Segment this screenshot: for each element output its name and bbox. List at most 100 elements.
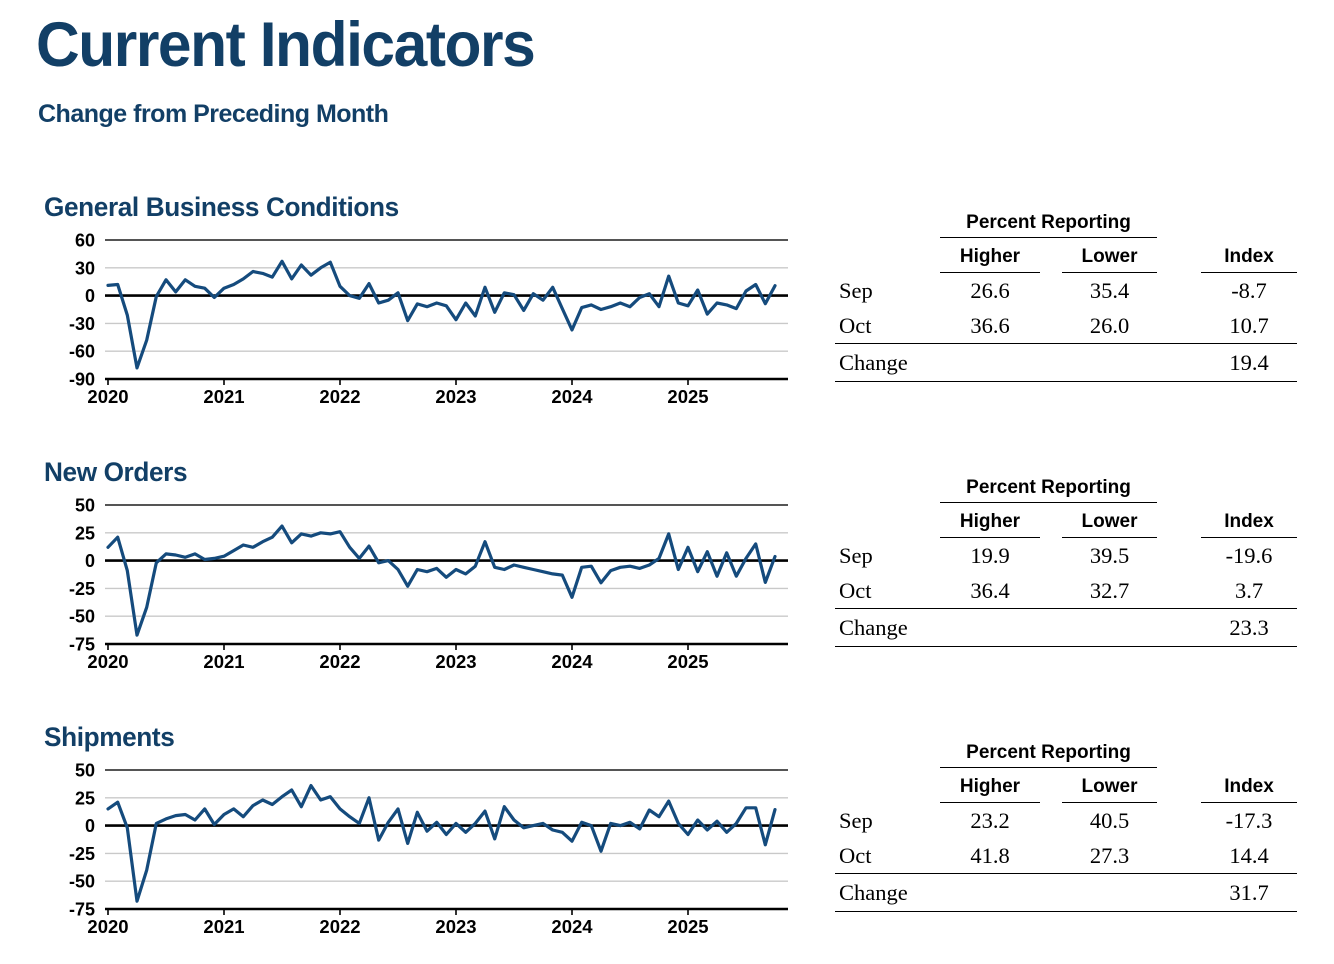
x-axis-year-label: 2024	[551, 916, 593, 937]
cell-higher: 36.4	[970, 578, 1010, 603]
cell-higher: 36.6	[970, 313, 1010, 338]
y-axis-tick-label: -75	[69, 635, 95, 655]
y-axis-tick-label: 0	[85, 286, 95, 306]
x-axis-year-label: 2023	[435, 386, 476, 407]
x-axis-year-label: 2022	[319, 386, 360, 407]
cell-index: 3.7	[1234, 578, 1264, 603]
column-header-index: Index	[1201, 511, 1297, 538]
table-row-oct: Oct 36.6 26.0 10.7	[835, 309, 1297, 344]
cell-index: 10.7	[1229, 313, 1269, 338]
table-row-change: Change 31.7	[835, 874, 1297, 912]
column-header-lower: Lower	[1062, 511, 1157, 538]
cell-higher: 26.6	[970, 278, 1010, 303]
table-row-sep: Sep 19.9 39.5 -19.6	[835, 538, 1297, 574]
cell-index: 31.7	[1229, 879, 1269, 905]
y-axis-tick-label: 25	[75, 788, 95, 808]
y-axis-tick-label: -60	[69, 342, 95, 362]
x-axis-year-label: 2025	[667, 916, 708, 937]
cell-higher: 19.9	[970, 543, 1010, 568]
x-axis-year-label: 2020	[87, 651, 128, 672]
cell-index: 19.4	[1229, 349, 1269, 375]
table-row-oct: Oct 41.8 27.3 14.4	[835, 839, 1297, 874]
x-axis-year-label: 2021	[203, 651, 244, 672]
data-series-line	[106, 784, 777, 903]
y-axis-tick-label: 60	[75, 231, 95, 251]
y-axis-tick-label: -25	[69, 579, 95, 599]
data-series-line	[106, 524, 777, 637]
table-column-header-row: Higher Lower Index	[835, 238, 1297, 273]
column-header-higher: Higher	[940, 511, 1040, 538]
x-axis-year-label: 2022	[319, 916, 360, 937]
column-header-index: Index	[1201, 246, 1297, 273]
y-axis-tick-label: 50	[75, 761, 95, 781]
x-axis-year-label: 2020	[87, 916, 128, 937]
table-column-header-row: Higher Lower Index	[835, 503, 1297, 538]
table-shipments: Percent Reporting Higher Lower Index Sep…	[835, 740, 1297, 912]
column-header-index: Index	[1201, 776, 1297, 803]
y-axis-tick-label: 30	[75, 258, 95, 278]
row-label: Change	[839, 349, 908, 375]
x-axis-year-label: 2023	[435, 651, 476, 672]
row-label: Oct	[839, 578, 872, 603]
table-row-sep: Sep 23.2 40.5 -17.3	[835, 803, 1297, 839]
x-axis-year-label: 2022	[319, 651, 360, 672]
page-subtitle: Change from Preceding Month	[38, 100, 389, 128]
cell-higher: 23.2	[970, 808, 1010, 833]
y-axis-tick-label: -50	[69, 607, 95, 627]
table-row-oct: Oct 36.4 32.7 3.7	[835, 574, 1297, 609]
section-title-general-business-conditions: General Business Conditions	[44, 192, 399, 222]
column-header-higher: Higher	[940, 246, 1040, 273]
row-label: Sep	[839, 808, 873, 833]
cell-lower: 27.3	[1089, 843, 1130, 868]
table-row-change: Change 19.4	[835, 344, 1297, 382]
y-axis-tick-label: -25	[69, 844, 95, 864]
cell-lower: 32.7	[1089, 578, 1130, 603]
row-label: Sep	[839, 543, 873, 568]
x-axis-year-label: 2021	[203, 386, 244, 407]
cell-lower: 26.0	[1089, 313, 1130, 338]
cell-higher: 41.8	[970, 843, 1010, 868]
column-header-lower: Lower	[1062, 246, 1157, 273]
section-title-new-orders: New Orders	[44, 457, 188, 487]
row-label: Sep	[839, 278, 873, 303]
row-label: Change	[839, 879, 908, 905]
column-header-lower: Lower	[1062, 776, 1157, 803]
x-axis-year-label: 2025	[667, 651, 708, 672]
section-title-shipments: Shipments	[44, 722, 175, 752]
x-axis-year-label: 2020	[87, 386, 128, 407]
data-series-line	[106, 259, 777, 370]
y-axis-tick-label: 0	[85, 816, 95, 836]
x-axis-year-label: 2023	[435, 916, 476, 937]
row-label: Oct	[839, 313, 872, 338]
y-axis-tick-label: -30	[69, 314, 95, 334]
cell-lower: 40.5	[1089, 808, 1130, 833]
cell-index: 23.3	[1229, 614, 1269, 640]
table-column-header-row: Higher Lower Index	[835, 768, 1297, 803]
percent-reporting-header: Percent Reporting	[940, 212, 1157, 238]
x-axis-year-label: 2021	[203, 916, 244, 937]
y-axis-tick-label: 0	[85, 551, 95, 571]
table-group-header-row: Percent Reporting	[835, 475, 1297, 503]
table-group-header-row: Percent Reporting	[835, 210, 1297, 238]
column-header-higher: Higher	[940, 776, 1040, 803]
y-axis-tick-label: -50	[69, 872, 95, 892]
table-group-header-row: Percent Reporting	[835, 740, 1297, 768]
cell-index: -8.7	[1231, 278, 1267, 303]
y-axis-tick-label: -90	[69, 370, 95, 390]
y-axis-tick-label: -75	[69, 900, 95, 920]
table-new-orders: Percent Reporting Higher Lower Index Sep…	[835, 475, 1297, 647]
cell-lower: 39.5	[1089, 543, 1130, 568]
row-label: Change	[839, 614, 908, 640]
x-axis-year-label: 2025	[667, 386, 708, 407]
cell-lower: 35.4	[1089, 278, 1130, 303]
cell-index: 14.4	[1229, 843, 1269, 868]
table-general-business-conditions: Percent Reporting Higher Lower Index Sep…	[835, 210, 1297, 382]
percent-reporting-header: Percent Reporting	[940, 477, 1157, 503]
cell-index: -17.3	[1225, 808, 1273, 833]
page-title: Current Indicators	[36, 10, 536, 80]
y-axis-tick-label: 25	[75, 523, 95, 543]
